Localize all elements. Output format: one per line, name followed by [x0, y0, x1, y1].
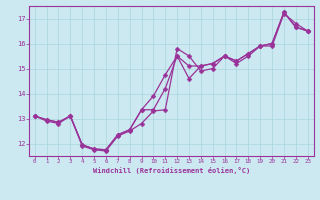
X-axis label: Windchill (Refroidissement éolien,°C): Windchill (Refroidissement éolien,°C): [92, 167, 250, 174]
